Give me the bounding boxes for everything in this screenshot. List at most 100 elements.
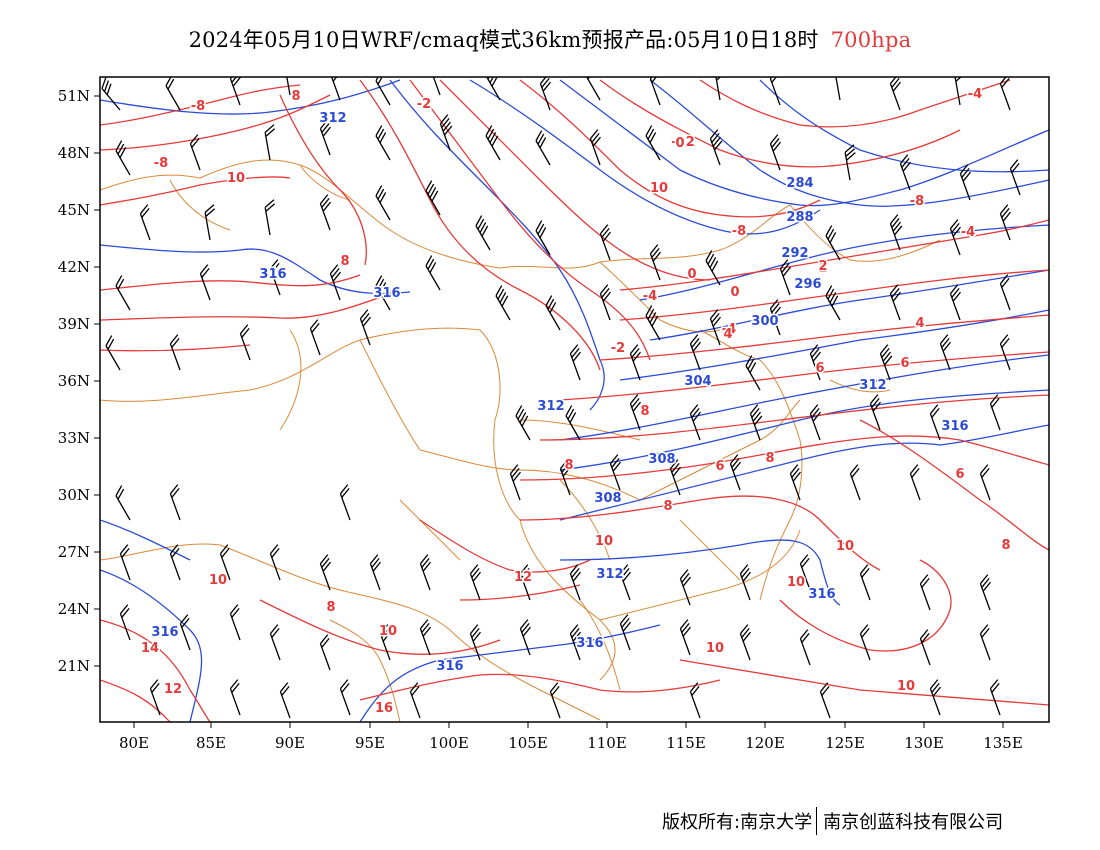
temperature-contour-label: 8	[640, 404, 649, 419]
wind-barb	[689, 334, 702, 371]
wind-barb-tick	[279, 682, 289, 693]
wind-barb-tick	[419, 554, 429, 565]
wind-barb	[989, 394, 1001, 431]
wind-barb	[105, 335, 121, 371]
wind-barb	[549, 682, 561, 719]
wind-barb-tick	[339, 679, 349, 690]
wind-barb-tick	[442, 121, 452, 132]
wind-barb	[269, 624, 281, 661]
wind-barb-tick	[891, 77, 900, 88]
wind-barb-tick	[119, 147, 127, 158]
wind-barb-tick	[331, 267, 340, 278]
wind-barb-staff	[799, 638, 811, 666]
boundary-line	[829, 379, 891, 393]
wind-barb-tick	[382, 631, 392, 642]
wind-barb	[519, 619, 532, 656]
wind-barb	[569, 624, 582, 661]
wind-barb	[619, 614, 632, 651]
wind-barb-tick	[949, 219, 959, 230]
wind-barb	[919, 574, 931, 611]
wind-barb-tick	[429, 187, 437, 198]
wind-barb	[269, 544, 281, 581]
temperature-contour-label: 12	[164, 682, 182, 697]
wind-barb-tick	[221, 547, 230, 558]
wind-barb-tick	[285, 64, 296, 72]
wind-barb	[375, 185, 391, 221]
wind-barb-tick	[911, 467, 920, 478]
height-contour-line	[100, 244, 411, 295]
temperature-contour-label: 10	[595, 534, 613, 549]
wind-barb-staff	[495, 295, 511, 321]
wind-barb-tick	[811, 347, 820, 358]
temperature-contour-label: 12	[514, 570, 532, 585]
wind-barb-tick	[792, 471, 802, 482]
height-contour-label: 292	[781, 246, 808, 261]
wind-barb-tick	[789, 464, 799, 475]
wind-barb-staff	[101, 88, 121, 111]
wind-barb-tick	[321, 122, 330, 133]
wind-barb-tick	[169, 334, 179, 345]
wind-barb-tick	[101, 77, 107, 89]
height-contour-label: 312	[596, 567, 623, 582]
wind-barb-staff	[264, 207, 271, 236]
wind-barb	[329, 77, 342, 101]
wind-barb-staff	[739, 573, 751, 601]
wind-barb-tick	[951, 222, 960, 233]
wind-barb-staff	[889, 223, 901, 251]
wind-barb-tick	[707, 253, 715, 265]
wind-barb-staff	[909, 473, 921, 501]
wind-barb-staff	[264, 132, 271, 161]
wind-barb-staff	[119, 553, 131, 581]
wind-barb-tick	[749, 404, 759, 415]
wind-barb-tick	[469, 564, 479, 575]
wind-barb-tick	[827, 228, 835, 240]
wind-barb-staff	[569, 633, 581, 661]
wind-barb	[669, 459, 682, 496]
wind-barb	[589, 129, 602, 166]
wind-barb-staff	[669, 468, 681, 496]
wind-barb-tick	[422, 626, 432, 637]
wind-barb-staff	[339, 493, 351, 521]
height-contour-label: 316	[576, 636, 603, 651]
wind-barb-tick	[567, 408, 575, 420]
wind-barb-tick	[179, 614, 189, 625]
wind-barb-tick	[827, 288, 835, 300]
wind-barb-tick	[205, 208, 216, 217]
wind-barb	[115, 140, 131, 176]
height-contour-line	[559, 389, 1049, 471]
temperature-contour-label: -4	[961, 225, 975, 240]
wind-barb-tick	[541, 77, 550, 88]
wind-barb-tick	[712, 136, 722, 147]
wind-barb-tick	[379, 282, 387, 293]
y-tick-label: 45N	[58, 201, 90, 219]
temperature-contour-line	[699, 79, 1011, 128]
wind-barb	[959, 164, 972, 201]
wind-barb-tick	[981, 577, 990, 588]
wind-barb	[745, 355, 761, 391]
temperature-contour-line	[100, 344, 251, 352]
wind-barb-tick	[1001, 277, 1010, 288]
temperature-contour-label: -8	[191, 99, 205, 114]
wind-barb-tick	[322, 561, 332, 572]
wind-barb-tick	[901, 157, 910, 168]
wind-barb-tick	[622, 571, 632, 582]
wind-barb-tick	[981, 627, 990, 638]
wind-barb-tick	[483, 66, 495, 76]
wind-barb	[809, 404, 822, 441]
wind-barb-tick	[739, 564, 749, 575]
boundary-line	[329, 619, 401, 722]
wind-barb	[939, 334, 952, 371]
wind-barb-tick	[731, 457, 740, 468]
wind-barb-tick	[117, 143, 125, 155]
wind-barb-tick	[499, 292, 507, 303]
wind-barb-tick	[859, 564, 869, 575]
y-tick-label: 51N	[58, 87, 90, 105]
temperature-contour-line	[359, 673, 721, 701]
wind-barb-tick	[429, 262, 437, 273]
height-contours-layer	[100, 79, 1049, 722]
wind-barb-tick	[539, 137, 547, 148]
wind-barb-tick	[204, 204, 215, 213]
wind-barb-tick	[609, 454, 619, 465]
wind-barb-tick	[769, 134, 779, 145]
wind-barb-tick	[951, 287, 960, 298]
